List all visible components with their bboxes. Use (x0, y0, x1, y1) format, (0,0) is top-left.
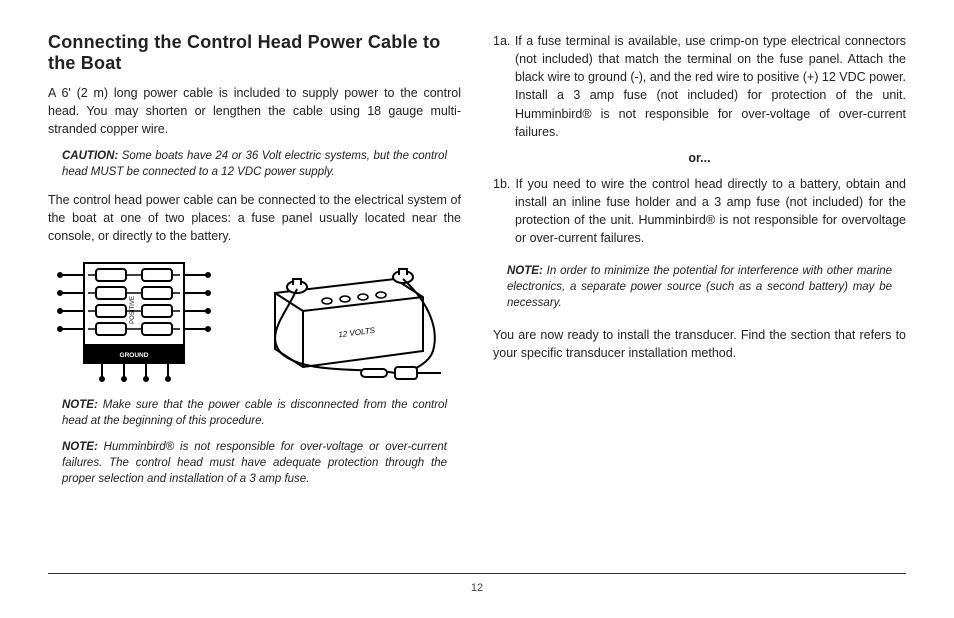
caution-lead: CAUTION: (62, 150, 118, 162)
note-1-text: NOTE: Make sure that the power cable is … (62, 397, 447, 429)
right-note-text: NOTE: In order to minimize the potential… (507, 263, 892, 311)
caution-block: CAUTION: Some boats have 24 or 36 Volt e… (48, 148, 461, 180)
closing-paragraph: You are now ready to install the transdu… (493, 326, 906, 362)
figure-row: POSITIVE GROUND (48, 255, 461, 385)
fuse-ground-label: GROUND (120, 352, 149, 359)
note-1-body: Make sure that the power cable is discon… (62, 399, 447, 427)
step-1b: 1b. If you need to wire the control head… (493, 175, 906, 248)
note-2-text: NOTE: Humminbird® is not responsible for… (62, 439, 447, 487)
fuse-panel-svg: POSITIVE GROUND (54, 255, 214, 385)
left-column: Connecting the Control Head Power Cable … (48, 32, 461, 497)
section-title: Connecting the Control Head Power Cable … (48, 32, 461, 74)
fuse-panel-figure: POSITIVE GROUND (54, 255, 214, 385)
right-note-body: In order to minimize the potential for i… (507, 265, 892, 309)
caution-text: CAUTION: Some boats have 24 or 36 Volt e… (62, 148, 447, 180)
intro-paragraph: A 6' (2 m) long power cable is included … (48, 84, 461, 138)
fuse-positive-label: POSITIVE (130, 296, 136, 324)
body-paragraph-2: The control head power cable can be conn… (48, 191, 461, 245)
right-note-block: NOTE: In order to minimize the potential… (493, 263, 906, 311)
caution-body: Some boats have 24 or 36 Volt electric s… (62, 150, 447, 178)
or-separator: or... (493, 151, 906, 165)
note-2-lead: NOTE: (62, 441, 98, 453)
page-number: 12 (0, 582, 954, 594)
note-2-body: Humminbird® is not responsible for over-… (62, 441, 447, 485)
battery-figure: 12 VOLTS (245, 255, 455, 385)
footer-rule (48, 573, 906, 574)
note-1-lead: NOTE: (62, 399, 98, 411)
right-column: 1a. If a fuse terminal is available, use… (493, 32, 906, 497)
battery-svg: 12 VOLTS (245, 255, 455, 385)
two-column-layout: Connecting the Control Head Power Cable … (48, 32, 906, 497)
note-1-block: NOTE: Make sure that the power cable is … (48, 397, 461, 429)
step-1a: 1a. If a fuse terminal is available, use… (493, 32, 906, 141)
page: Connecting the Control Head Power Cable … (0, 0, 954, 618)
note-2-block: NOTE: Humminbird® is not responsible for… (48, 439, 461, 487)
right-note-lead: NOTE: (507, 265, 543, 277)
